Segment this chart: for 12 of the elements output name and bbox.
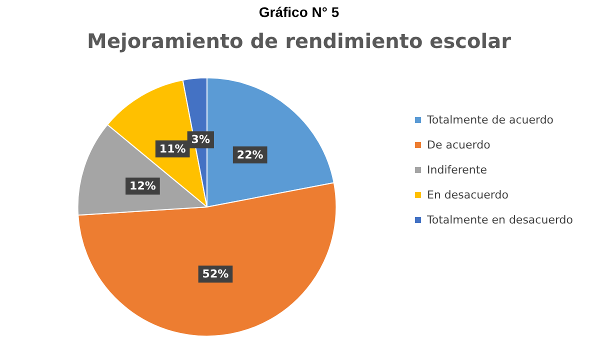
chart-title: Gráfico N° 5	[258, 4, 340, 20]
chart-subtitle: Mejoramiento de rendimiento escolar	[87, 29, 512, 53]
legend-label: Totalmente de acuerdo	[426, 114, 554, 126]
data-label: 11%	[159, 142, 186, 156]
data-label: 22%	[236, 148, 264, 162]
data-label: 52%	[202, 268, 229, 281]
data-label: 12%	[130, 180, 156, 193]
legend-label: En desacuerdo	[426, 188, 509, 202]
legend-label: De acuerdo	[426, 138, 491, 152]
legend-label: Indiferente	[426, 164, 488, 176]
data-label: 3%	[191, 133, 210, 146]
legend-label: Totalmente en desacuerdo	[426, 214, 574, 226]
